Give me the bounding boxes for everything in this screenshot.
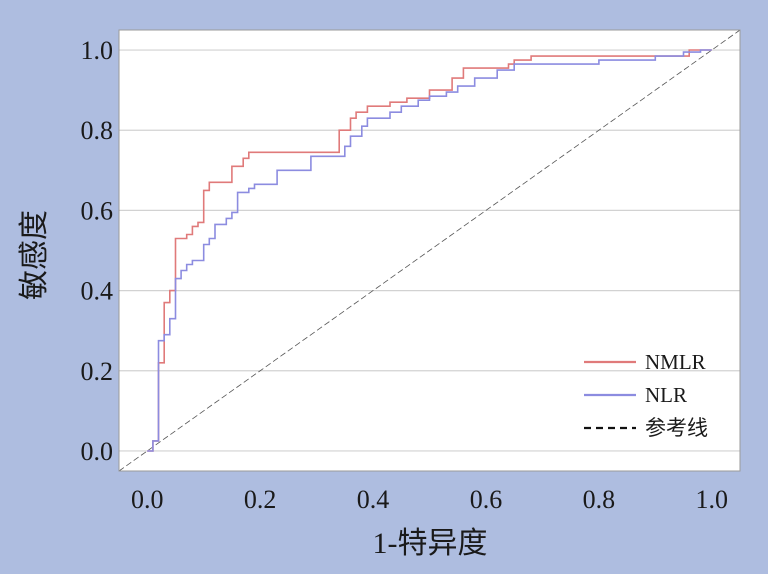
y-tick-label-0: 0.0 <box>81 437 114 466</box>
y-tick-label-5: 1.0 <box>81 36 114 65</box>
legend-label-1: NLR <box>645 383 687 407</box>
x-tick-label-4: 0.8 <box>583 485 616 514</box>
x-tick-labels: 0.0 0.2 0.4 0.6 0.8 1.0 <box>131 485 728 514</box>
y-tick-labels: 0.0 0.2 0.4 0.6 0.8 1.0 <box>81 36 114 466</box>
legend-label-2: 参考线 <box>645 416 708 440</box>
x-tick-label-2: 0.4 <box>357 485 390 514</box>
x-tick-label-3: 0.6 <box>470 485 503 514</box>
x-axis-label: 1-特异度 <box>373 527 488 560</box>
x-tick-label-1: 0.2 <box>244 485 277 514</box>
legend: NMLR NLR 参考线 <box>584 350 708 440</box>
plot-frame <box>118 29 741 472</box>
x-tick-label-0: 0.0 <box>131 485 164 514</box>
grid <box>119 49 740 452</box>
y-tick-label-1: 0.2 <box>81 357 114 386</box>
legend-label-0: NMLR <box>645 350 706 374</box>
y-axis-label: 敏感度 <box>18 210 51 300</box>
y-tick-label-3: 0.6 <box>81 196 114 225</box>
series-line-1 <box>147 49 712 452</box>
y-tick-label-2: 0.4 <box>81 277 114 306</box>
x-tick-label-5: 1.0 <box>696 485 729 514</box>
reference-layer <box>118 29 741 472</box>
y-tick-label-4: 0.8 <box>81 116 114 145</box>
series-line-2 <box>118 29 741 472</box>
series-layer <box>147 49 712 452</box>
series-line-0 <box>147 49 712 452</box>
